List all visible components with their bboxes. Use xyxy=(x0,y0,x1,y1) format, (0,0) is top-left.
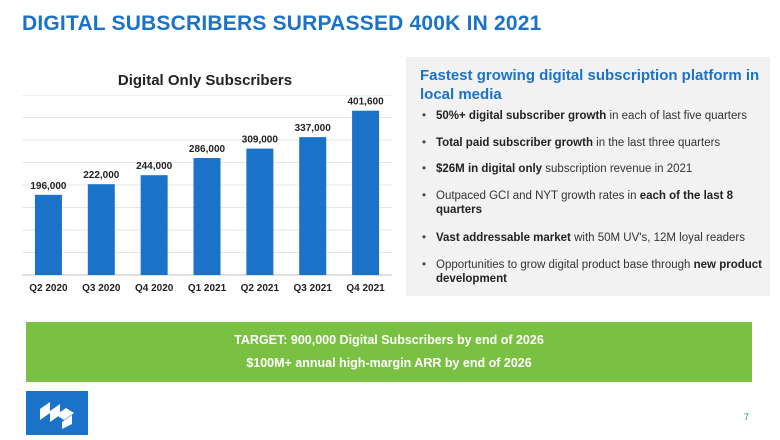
data-label: 286,000 xyxy=(189,144,226,155)
data-label: 309,000 xyxy=(242,135,279,146)
highlights-panel: Fastest growing digital subscription pla… xyxy=(406,57,770,296)
highlight-bullet: Opportunities to grow digital product ba… xyxy=(420,258,762,286)
x-tick-label: Q2 2021 xyxy=(241,283,280,294)
bullet-text: Outpaced GCI and NYT growth rates in xyxy=(436,190,640,202)
x-tick-label: Q1 2021 xyxy=(188,283,227,294)
page-number: 7 xyxy=(744,412,750,422)
bar-q2-2020 xyxy=(34,194,62,275)
panel-heading: Fastest growing digital subscription pla… xyxy=(420,67,760,103)
target-banner: TARGET: 900,000 Digital Subscribers by e… xyxy=(26,322,752,382)
data-label: 222,000 xyxy=(83,170,120,181)
bullet-text: Opportunities to grow digital product ba… xyxy=(436,259,694,271)
highlight-bullet: Total paid subscriber growth in the last… xyxy=(420,136,762,150)
x-tick-label: Q4 2021 xyxy=(346,283,385,294)
chart-title: Digital Only Subscribers xyxy=(117,72,293,89)
logo-mark-icon xyxy=(40,402,74,429)
bullet-text: in each of last five quarters xyxy=(606,110,747,122)
bullet-text: in the last three quarters xyxy=(592,137,721,149)
highlight-bullet: Vast addressable market with 50M UV's, 1… xyxy=(420,231,762,245)
x-tick-label: Q4 2020 xyxy=(135,283,174,294)
slide-title: DIGITAL SUBSCRIBERS SURPASSED 400K IN 20… xyxy=(22,12,542,35)
company-logo xyxy=(26,391,88,435)
bullet-bold-text: $26M in digital only xyxy=(436,163,543,175)
bar-q3-2020 xyxy=(87,184,115,275)
bar-q3-2021 xyxy=(299,137,327,275)
bullet-bold-text: Vast addressable market xyxy=(436,232,571,244)
target-line-1: TARGET: 900,000 Digital Subscribers by e… xyxy=(234,333,544,347)
bullet-text: with 50M UV's, 12M loyal readers xyxy=(570,232,746,244)
data-label: 401,600 xyxy=(347,97,384,108)
bullet-bold-text: 50%+ digital subscriber growth xyxy=(436,110,607,122)
highlight-bullet: $26M in digital only subscription revenu… xyxy=(420,162,762,176)
data-label: 244,000 xyxy=(136,161,173,172)
bar-chart: 196,000 Q2 2020 222,000 Q3 2020 244,000 Q4 20… xyxy=(22,95,392,294)
bullet-bold-text: Total paid subscriber growth xyxy=(436,137,593,149)
data-label: 196,000 xyxy=(30,181,67,192)
bullet-bold-text: each of the last 8 quarters xyxy=(436,190,734,216)
x-tick-label: Q2 2020 xyxy=(29,283,68,294)
x-tick-label: Q3 2020 xyxy=(82,283,121,294)
highlight-bullet: Outpaced GCI and NYT growth rates in eac… xyxy=(420,189,762,217)
target-line-2: $100M+ annual high-margin ARR by end of … xyxy=(246,356,532,370)
bar-q1-2021 xyxy=(193,158,221,275)
x-tick-label: Q3 2021 xyxy=(294,283,333,294)
bar-q4-2020 xyxy=(140,175,168,275)
bullet-text: subscription revenue in 2021 xyxy=(542,163,693,175)
bar-q4-2021 xyxy=(352,110,380,275)
bar-q2-2021 xyxy=(246,148,274,275)
data-label: 337,000 xyxy=(295,123,332,134)
bullet-bold-text: new product development xyxy=(436,259,763,285)
highlight-bullet: 50%+ digital subscriber growth in each o… xyxy=(420,109,762,123)
